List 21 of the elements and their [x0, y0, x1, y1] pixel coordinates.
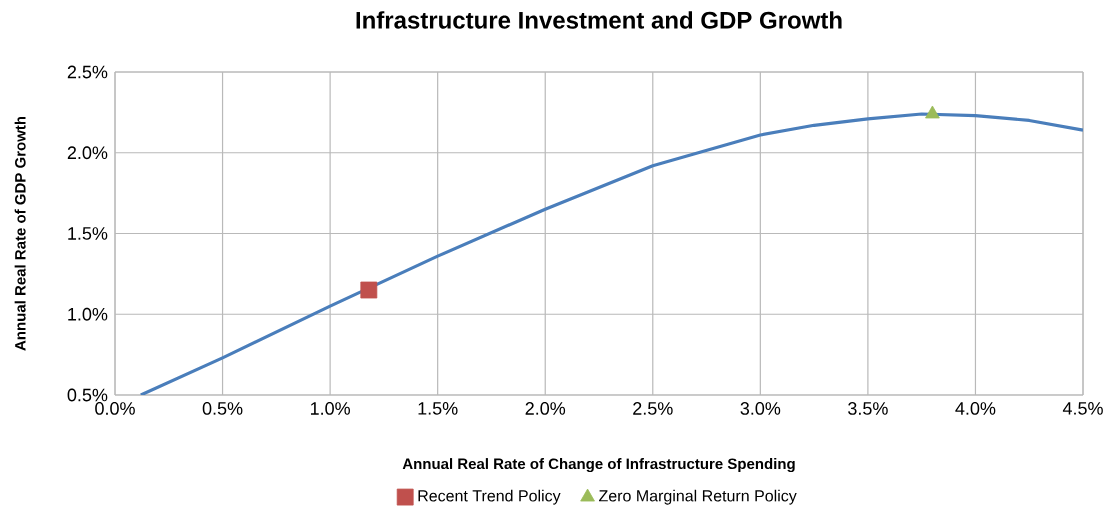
chart-title: Infrastructure Investment and GDP Growth — [356, 11, 842, 29]
x-tick-label: 0.0% — [95, 402, 135, 415]
x-tick-label: 2.0% — [525, 402, 566, 415]
x-tick-label: 4.5% — [1062, 402, 1103, 415]
line-series — [139, 112, 1084, 395]
y-axis-title: Annual Real Rate of GDP Growth — [14, 116, 26, 351]
y-tick-label: 1.0% — [68, 307, 108, 321]
y-tick-label: 1.5% — [68, 227, 108, 240]
y-tick-label: 2.0% — [67, 146, 108, 160]
x-tick-label: 0.5% — [202, 402, 243, 415]
x-tick-label: 2.5% — [633, 402, 673, 415]
x-tick-label: 3.0% — [740, 402, 781, 415]
legend-label: Zero Marginal Return Policy — [599, 489, 797, 505]
x-tick-label: 1.5% — [418, 402, 458, 415]
x-tick-label: 3.5% — [848, 402, 888, 415]
x-tick-label: 1.0% — [310, 402, 350, 415]
y-tick-label: 2.5% — [67, 65, 108, 79]
x-tick-label: 4.0% — [955, 402, 996, 415]
x-axis-title: Annual Real Rate of Change of Infrastructure Spending — [402, 458, 795, 473]
legend-label: Recent Trend Policy — [418, 489, 561, 505]
y-tick-label: 0.5% — [67, 388, 108, 402]
